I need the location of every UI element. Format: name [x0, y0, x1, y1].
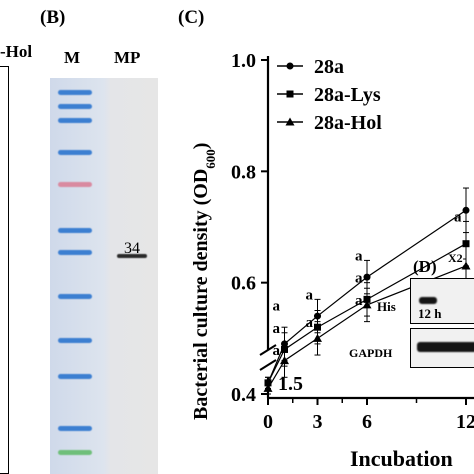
gapdh-blot: [410, 328, 474, 368]
time-label: 12 h: [418, 306, 442, 321]
data-point-triangle: [280, 356, 289, 365]
band-size-label: 34: [124, 240, 140, 257]
his-band: [419, 297, 437, 304]
significance-letter: a: [273, 299, 281, 315]
legend-marker-triangle: [285, 117, 295, 126]
marker-band: [58, 150, 92, 155]
lane-label-mp: MP: [114, 48, 141, 67]
blot-header-fragment: X2-: [448, 251, 467, 265]
significance-letter: a: [273, 343, 281, 359]
marker-band: [58, 104, 92, 109]
x-tick-label: 0: [263, 411, 273, 433]
significance-letter: a: [355, 293, 363, 309]
x-tick-label: 12: [456, 411, 474, 433]
marker-band: [58, 182, 92, 187]
marker-band: [58, 118, 92, 123]
marker-band: [58, 90, 92, 95]
x-axis-title: Incubation: [350, 446, 453, 471]
legend-label: 28a-Lys: [314, 84, 381, 106]
marker-band: [58, 450, 92, 455]
marker-band: [58, 228, 92, 233]
data-point-circle: [462, 206, 470, 214]
marker-band: [58, 294, 92, 299]
data-point-triangle: [263, 383, 273, 392]
significance-letter: a: [355, 271, 363, 287]
significance-letter: a: [306, 315, 314, 331]
y-tick-label: 0.8: [231, 161, 256, 183]
x-tick-label: 6: [362, 411, 372, 433]
data-point-triangle: [362, 300, 372, 309]
significance-letter: a: [273, 321, 281, 337]
significance-letter: a: [306, 287, 314, 303]
significance-letter: a: [355, 248, 363, 264]
marker-band: [58, 250, 92, 255]
y-tick-label: 0.6: [231, 273, 256, 295]
legend-marker-circle: [286, 62, 294, 70]
panel-c-label: (C): [178, 7, 205, 28]
y-axis-title: Bacterial culture density (OD600): [190, 143, 218, 420]
sample-band: [117, 254, 147, 258]
axis-break-mark: [259, 344, 277, 371]
marker-band: [58, 338, 92, 343]
his-label: His: [377, 299, 396, 314]
marker-band: [58, 374, 92, 379]
y-break-tick-label: 1.5: [278, 373, 303, 395]
marker-band: [58, 426, 92, 431]
significance-letter: a: [454, 209, 462, 225]
data-point-triangle: [461, 261, 471, 270]
panel-d-label: (D): [413, 257, 437, 276]
data-point-triangle: [313, 333, 322, 342]
his-blot: [410, 278, 474, 324]
sds-page-gel: [50, 78, 158, 474]
panel-a-legend-fragment: -Hol: [0, 42, 33, 61]
panel-b-label: (B): [40, 7, 66, 28]
gapdh-label: GAPDH: [349, 346, 393, 360]
y-tick-label: 1.0: [231, 50, 256, 72]
legend-label: 28a: [314, 56, 344, 78]
lane-label-marker: M: [64, 48, 81, 67]
x-tick-label: 3: [313, 411, 323, 433]
legend-marker-square: [286, 90, 294, 98]
y-tick-label: 0.4: [231, 384, 256, 406]
legend-label: 28a-Hol: [314, 112, 382, 134]
data-point-circle: [363, 273, 371, 281]
gapdh-band: [417, 342, 474, 352]
